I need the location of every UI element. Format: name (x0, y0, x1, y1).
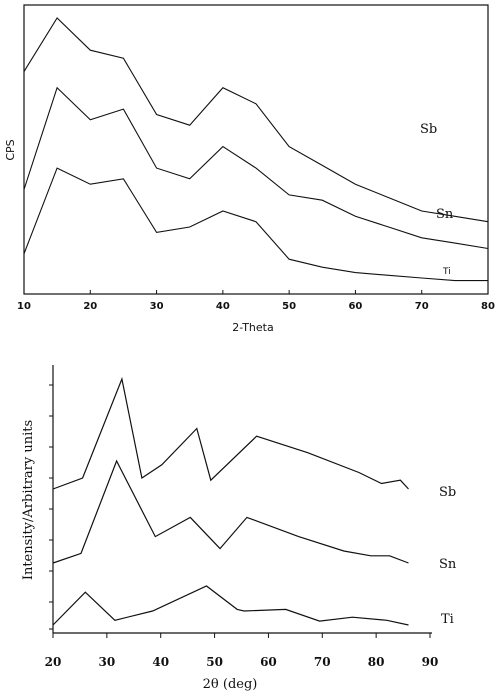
top-x-tick-label: 40 (216, 301, 230, 312)
top-x-tick-label: 30 (150, 301, 164, 312)
bottom-series-line-ti (52, 585, 409, 626)
top-x-tick-label: 50 (282, 301, 296, 312)
top-series-label-sn: Sn (436, 207, 454, 222)
top-x-tick-label: 10 (17, 301, 31, 312)
bottom-series-line-sb (52, 376, 409, 490)
top-plot-frame (23, 4, 489, 295)
top-series-line-ti (23, 167, 488, 282)
top-y-axis-label: CPS (4, 139, 17, 160)
top-x-tick-label: 60 (348, 301, 362, 312)
bottom-ticks: 20 30 40 50 60 70 80 90 (45, 384, 439, 669)
top-x-ticks: 10 20 30 40 50 60 70 80 (17, 290, 495, 312)
bottom-series-line-sn (52, 459, 409, 564)
top-series-line-sb (23, 17, 489, 223)
bottom-series-group (52, 376, 409, 626)
bottom-x-axis-label: 2θ (deg) (203, 677, 258, 692)
bottom-series-label-sn: Sn (439, 557, 457, 572)
top-series-label-sb: Sb (420, 122, 437, 137)
bottom-x-tick-label: 30 (99, 655, 116, 669)
bottom-x-tick-label: 60 (260, 655, 277, 669)
bottom-y-axis-label: Intensity/Arbitrary units (21, 420, 36, 580)
top-series-line-sn (23, 86, 489, 250)
bottom-x-tick-label: 70 (314, 655, 331, 669)
bottom-x-tick-label: 80 (368, 655, 385, 669)
top-x-tick-label: 70 (415, 301, 429, 312)
bottom-x-tick-label: 40 (152, 655, 169, 669)
top-series-label-ti: Ti (442, 267, 451, 277)
bottom-x-tick-label: 50 (206, 655, 223, 669)
bottom-series-label-ti: Ti (441, 612, 454, 627)
top-x-tick-label: 20 (83, 301, 97, 312)
bottom-series-label-sb: Sb (439, 485, 456, 500)
bottom-x-tick-label: 90 (422, 655, 439, 669)
bottom-x-tick-label: 20 (45, 655, 62, 669)
top-series-group (23, 17, 489, 282)
top-x-tick-label: 80 (481, 301, 495, 312)
top-x-axis-label: 2-Theta (232, 321, 273, 334)
